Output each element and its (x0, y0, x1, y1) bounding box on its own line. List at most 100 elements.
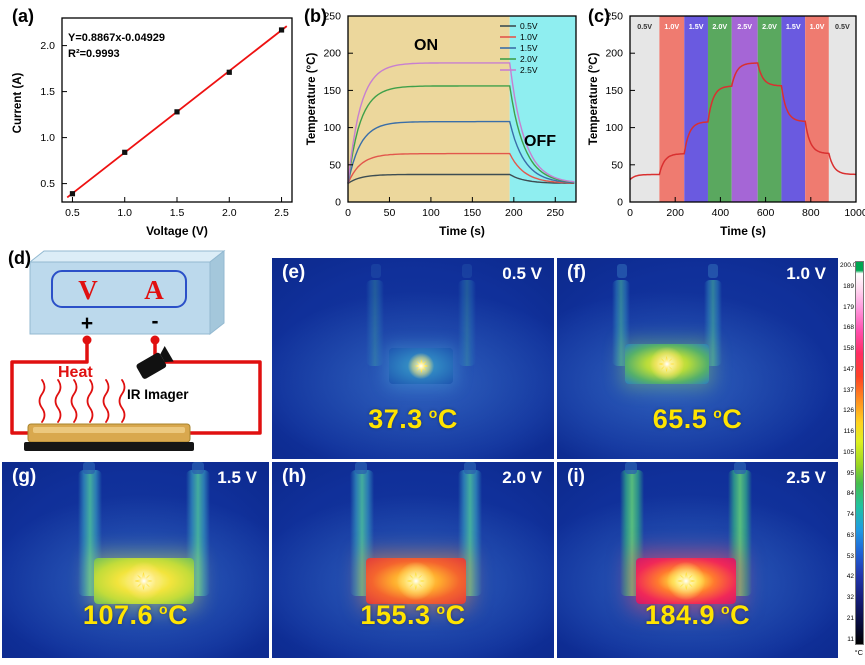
panel-d-setup-diagram: V A + - Heat IR Imager (d) (0, 246, 270, 462)
x-tick-label: 2.0 (222, 207, 237, 219)
colorbar-tick: 116 (843, 428, 854, 435)
x-tick-label: 1.5 (170, 207, 185, 219)
legend-label: 1.5V (520, 43, 538, 53)
temp-unit: C (730, 600, 751, 630)
x-tick-label: 100 (422, 207, 440, 219)
clamp-top-right (463, 462, 476, 474)
ir-camera-icon (136, 345, 174, 379)
thermal-image-1.0V: (f) 1.0 V 65.5 oC (557, 258, 838, 459)
series-2.0V (347, 85, 575, 184)
heater-highlight (33, 427, 185, 433)
heat-waves-icon (38, 379, 126, 423)
y-axis-label-temperature: Temperature (°C) (588, 52, 600, 146)
band-2.0V (757, 16, 782, 202)
x-axis-label-time: Time (s) (439, 224, 485, 238)
degree-sign: o (428, 405, 438, 421)
clamp-post-left (366, 280, 385, 366)
clamp-top-left (354, 462, 367, 474)
x-tick-label: 1.0 (117, 207, 132, 219)
series-1.5V (347, 120, 575, 184)
colorbar-tick: 11 (847, 635, 854, 643)
ir-imager-label: IR Imager (127, 387, 189, 402)
temp-unit: C (168, 600, 189, 630)
legend-label: 0.5V (520, 21, 538, 31)
x-tick-label: 200 (666, 207, 684, 219)
clamp-top-right (462, 264, 473, 278)
temperature-time-plot: 0 50 100 150 200 250050100150200250ONOFF0.5V1… (323, 11, 577, 219)
x-tick-label: 400 (712, 207, 730, 219)
series-1.0V (347, 152, 575, 184)
x-tick-label: 2.5 (274, 207, 289, 219)
colorbar-tick: 95 (846, 469, 854, 477)
y-tick-label: 100 (323, 122, 341, 134)
x-tick-label: 250 (547, 207, 565, 219)
band-2.5V (731, 16, 758, 202)
data-point (174, 109, 180, 115)
data-point (69, 191, 76, 197)
voltage-label: 2.0 V (502, 468, 542, 487)
y-tick-label: 150 (323, 85, 341, 97)
y-tick-label: 50 (611, 159, 623, 171)
spot-marker-icon (677, 572, 696, 590)
supply-top-face (28, 250, 226, 263)
plot-frame (347, 15, 577, 203)
voltage-label: 1.5 V (217, 468, 257, 487)
colorbar-tick-labels: 200.0 189 179 168 158 147 137 126 116 105 95 84 74 63… (840, 261, 856, 645)
off-label: OFF (524, 133, 556, 150)
degree-sign: o (721, 601, 731, 617)
colorbar-tick: 32 (846, 594, 854, 601)
y-axis-label-temperature: Temperature (°C) (306, 52, 318, 146)
panel-letter-b: (b) (304, 6, 327, 26)
spot-marker-icon (406, 572, 425, 590)
voltage-label: 2.5 V (786, 468, 826, 487)
y-tick-label: 200 (605, 48, 623, 60)
clamp-top-left (625, 462, 638, 474)
colorbar-tick: 189 (843, 282, 854, 290)
on-region (348, 16, 510, 202)
temp-value: 37.3 (368, 404, 423, 434)
band-label: 1.5V (786, 22, 801, 31)
band-1.0V (805, 16, 829, 202)
panel-letter-d: (d) (8, 248, 31, 268)
y-tick-label: 150 (605, 85, 623, 97)
degree-sign: o (436, 601, 446, 617)
colorbar-tick: 158 (843, 345, 854, 352)
ammeter-label: A (144, 275, 164, 305)
legend-label: 2.0V (520, 54, 538, 64)
y-tick-label: 1.5 (40, 86, 55, 98)
band-label: 2.5V (737, 22, 752, 31)
wire-left (10, 338, 89, 435)
fit-equation-block: Y=0.8867x-0.04929 R²=0.9993 (68, 30, 165, 62)
y-tick-label: 50 (329, 159, 341, 171)
panel-letter-c: (c) (588, 6, 610, 26)
panel-letter-f: (f) (567, 262, 586, 283)
colorbar-tick: 53 (846, 552, 854, 560)
colorbar-tick: 84 (846, 490, 854, 498)
panel-b-onoff-chart: 0 50 100 150 200 250 0 50 100 150 200 250 ON OFF 0.5V 1… (302, 2, 582, 250)
on-label: ON (414, 37, 438, 54)
panel-letter-e: (e) (282, 262, 306, 283)
panel-letter-g: (g) (12, 466, 37, 487)
band-label: 1.0V (664, 22, 679, 31)
r-squared: R²=0.9993 (68, 48, 120, 60)
supply-side-face (209, 249, 225, 336)
y-axis-label-current: Current (A) (12, 72, 24, 134)
series-0.5V (347, 173, 575, 184)
x-tick-label: 200 (505, 207, 523, 219)
plus-terminal-label: + (81, 312, 93, 335)
clamp-top-left (82, 462, 95, 474)
clamp-top-right (734, 462, 747, 474)
supply-front-face (29, 261, 211, 335)
band-0.5V (630, 16, 660, 202)
data-point (122, 149, 128, 155)
band-label: 1.5V (689, 22, 704, 31)
legend-label: 2.5V (520, 65, 538, 75)
temp-value: 65.5 (652, 404, 708, 434)
fit-equation: Y=0.8867x-0.04929 (68, 32, 165, 44)
temp-value: 155.3 (360, 600, 431, 630)
band-label: 0.5V (835, 22, 850, 31)
band-2.0V (707, 16, 732, 202)
x-tick-label: 800 (802, 207, 820, 219)
y-tick-label: 0 (617, 197, 623, 209)
colorbar-tick: 63 (846, 531, 854, 539)
